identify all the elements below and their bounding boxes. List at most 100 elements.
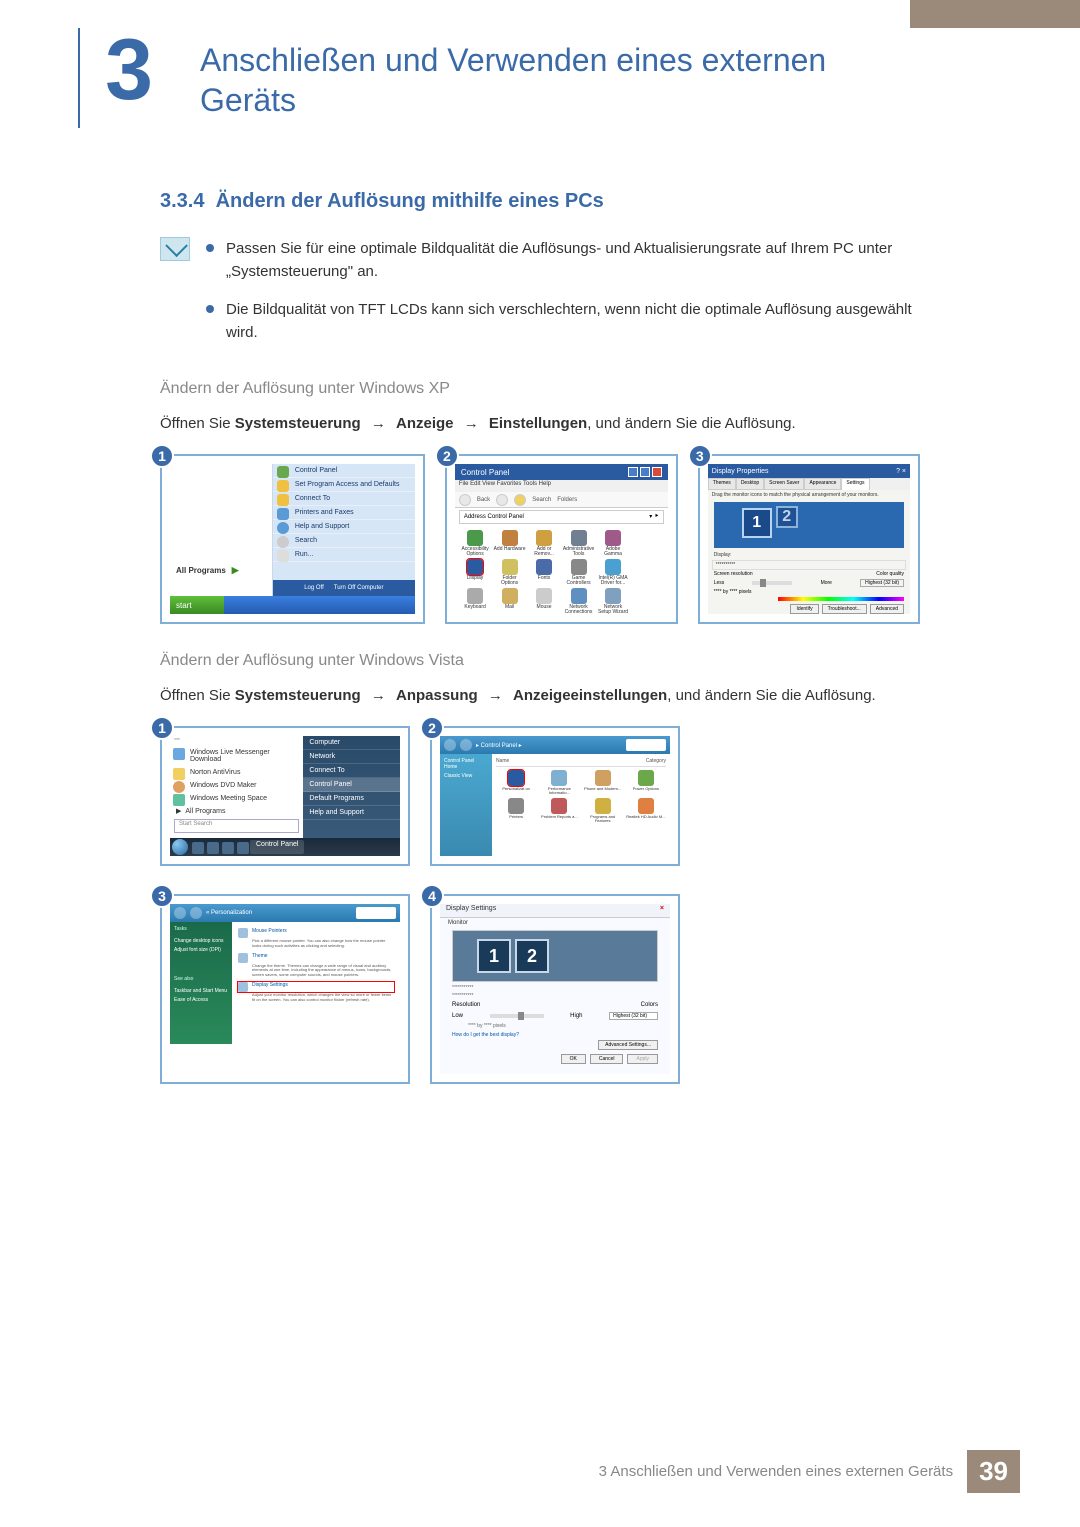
xp-control-panel-mock: Control Panel File Edit View Favorites T… <box>455 464 668 614</box>
vista-row-2: 3 « Personalization Tasks Change desktop… <box>160 894 680 1084</box>
dp-btn: Identify <box>790 604 818 614</box>
dp-tabs: Themes Desktop Screen Saver Appearance S… <box>708 478 910 490</box>
vds-colors-label: Colors <box>641 1002 658 1008</box>
xp-item: Connect To <box>273 492 415 506</box>
fwd-icon <box>460 739 472 751</box>
dp-display-selector: ********** <box>712 560 906 570</box>
vs-ritem: Computer <box>303 736 400 750</box>
vds-title: Display Settings <box>446 905 496 916</box>
vds-btn-apply: Apply <box>627 1054 658 1064</box>
note-bullet: Passen Sie für eine optimale Bildqualitä… <box>206 237 920 284</box>
vista-cp-mock: ▸ Control Panel ▸ Control Panel Home Cla… <box>440 736 670 856</box>
dp-tab: Screen Saver <box>764 478 804 490</box>
instr-text: Öffnen Sie <box>160 415 235 432</box>
cp-menubar: File Edit View Favorites Tools Help <box>455 480 668 492</box>
vds-low: Low <box>452 1013 463 1019</box>
vcp-grid: Personalizat on Performance Informatio..… <box>496 770 666 823</box>
tb-label: Back <box>477 497 490 503</box>
fwd-icon <box>496 494 508 506</box>
page-content: 3.3.4 Ändern der Auflösung mithilfe eine… <box>160 190 920 1112</box>
cp-title-text: Control Panel <box>461 468 509 477</box>
xp-item: Help and Support <box>273 520 415 534</box>
footer-page-number: 39 <box>967 1450 1020 1493</box>
page-footer: 3 Anschließen und Verwenden eines extern… <box>0 1450 1080 1493</box>
dp-hint: Drag the monitor icons to match the phys… <box>708 490 910 500</box>
dp-monitor-area: 1 2 <box>714 502 904 548</box>
xp-start-button: start <box>170 596 224 614</box>
note-bullet: Die Bildqualität von TFT LCDs kann sich … <box>206 298 920 345</box>
vds-labels: ResolutionColors <box>440 1000 670 1010</box>
cp-icon-display: Display <box>459 559 491 586</box>
vds-help-link: How do I get the best display? <box>440 1030 670 1040</box>
note-text: Passen Sie für eine optimale Bildqualitä… <box>226 237 920 284</box>
xp-menu-right: Control Panel Set Program Access and Def… <box>273 464 415 596</box>
vs-item: Windows Meeting Space <box>170 792 303 805</box>
dp-px-row: **** by **** pixels <box>708 588 910 596</box>
vs-ritem-control-panel: Control Panel <box>303 778 400 792</box>
back-icon <box>459 494 471 506</box>
vcp-icon-personalization: Personalizat on <box>496 770 536 795</box>
instr-text: Öffnen Sie <box>160 687 235 704</box>
cp-icon: Game Controllers <box>562 559 594 586</box>
dp-monitor-1: 1 <box>742 508 772 538</box>
vp-side-link: Taskbar and Start Menu <box>174 988 228 994</box>
cp-icon: Network Setup Wizard <box>597 588 629 614</box>
vds-chk: *********** <box>440 992 670 1000</box>
vs-start-orb <box>172 839 188 855</box>
chapter-number: 3 <box>105 27 153 113</box>
section-number: 3.3.4 <box>160 190 204 212</box>
dp-slider <box>752 581 792 585</box>
instr-text: , und ändern Sie die Auflösung. <box>587 415 796 432</box>
xp-screenshots-row: 1 All Programs Control Panel Set Program… <box>160 454 920 624</box>
back-icon <box>174 907 186 919</box>
dp-mid-buttons: Identify Troubleshoot... Advanced <box>708 601 910 614</box>
vs-ritem: Connect To <box>303 764 400 778</box>
vcp-side-link: Control Panel Home <box>444 758 488 770</box>
vs-task-cp: Control Panel <box>250 840 304 854</box>
cp-icon: Adobe Gamma <box>597 530 629 557</box>
vista-row-1: 1 *** Windows Live Messenger Download No… <box>160 726 680 866</box>
dp-slider-row: Less More Highest (32 bit) <box>708 578 910 588</box>
note-text: Die Bildqualität von TFT LCDs kann sich … <box>226 298 920 345</box>
vds-monitor-area: 1 2 <box>452 930 658 982</box>
vp-side-link: Ease of Access <box>174 997 228 1003</box>
tb-label: Search <box>532 497 551 503</box>
vds-titlebar: Display Settings× <box>440 904 670 918</box>
xp-item: Set Program Access and Defaults <box>273 478 415 492</box>
dp-label: Color quality <box>876 571 904 577</box>
screenshot-v4: 4 Display Settings× Monitor 1 2 ********… <box>430 894 680 1084</box>
vs-ritem: Default Programs <box>303 792 400 806</box>
instr-bold: Anpassung <box>396 687 478 704</box>
cp-toolbar: Back Search Folders <box>455 492 668 508</box>
cp-icon: Mail <box>493 588 525 614</box>
vs-ritem: Network <box>303 750 400 764</box>
back-icon <box>444 739 456 751</box>
cp-icon: Accessibility Options <box>459 530 491 557</box>
vds-high: High <box>570 1013 582 1019</box>
vds-monitor-label: Monitor <box>440 918 670 928</box>
arrow-icon: → <box>371 687 386 704</box>
vs-item: Windows DVD Maker <box>170 779 303 792</box>
vista-start-menu-mock: *** Windows Live Messenger Download Nort… <box>170 736 400 856</box>
bullet-icon <box>206 305 214 313</box>
vcp-icon: Phone and Modem... <box>583 770 623 795</box>
vp-main: Mouse Pointers Pick a different mouse po… <box>232 922 400 1044</box>
note-icon <box>160 237 190 261</box>
cp-icon: Folder Options <box>493 559 525 586</box>
instr-bold: Anzeigeeinstellungen <box>513 687 667 704</box>
vp-body: Tasks Change desktop icons Adjust font s… <box>170 922 400 1044</box>
cp-icon: Keyboard <box>459 588 491 614</box>
vp-side-group: See also <box>174 976 228 982</box>
vs-task-icons <box>192 842 249 854</box>
cp-icon: Network Connections <box>562 588 594 614</box>
vs-all-programs: All Programs <box>170 805 303 817</box>
vcp-icon: Problem Reports a... <box>539 798 579 823</box>
bullet-icon <box>206 244 214 252</box>
vp-side-group: Tasks <box>174 926 228 932</box>
fwd-icon <box>190 907 202 919</box>
vcp-body: Control Panel Home Classic View NameCate… <box>440 754 670 856</box>
dp-tab: Desktop <box>736 478 764 490</box>
dp-title-text: Display Properties <box>712 468 769 475</box>
chapter-number-box: 3 <box>94 20 164 120</box>
instr-bold: Anzeige <box>396 415 454 432</box>
